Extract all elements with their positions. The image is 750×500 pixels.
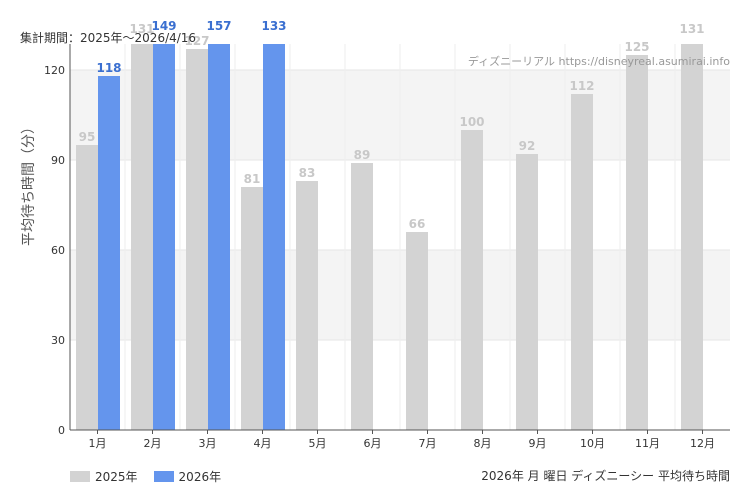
bar-2025 <box>131 44 153 430</box>
data-label: 112 <box>569 79 594 93</box>
chart-title: 2026年 月 曜日 ディズニーシー 平均待ち時間 <box>481 469 730 483</box>
data-label: 133 <box>261 19 286 33</box>
bar-2025 <box>76 145 98 430</box>
bar-2025 <box>681 44 703 430</box>
x-tick-label: 3月 <box>199 437 217 450</box>
bar-2026 <box>208 44 230 430</box>
data-label: 100 <box>459 115 484 129</box>
data-label: 95 <box>79 130 96 144</box>
data-label: 131 <box>679 22 704 36</box>
data-label: 92 <box>519 139 536 153</box>
bar-2025 <box>461 130 483 430</box>
y-tick-label: 0 <box>58 424 65 437</box>
legend-swatch-2025 <box>70 471 90 482</box>
bar-2025 <box>516 154 538 430</box>
x-tick-label: 2月 <box>144 437 162 450</box>
data-label: 157 <box>206 19 231 33</box>
data-label: 81 <box>244 172 261 186</box>
legend-swatch-2026 <box>153 471 174 482</box>
bar-2025 <box>571 94 593 430</box>
period-label: 集計期間：2025年～2026/4/16 <box>20 31 197 45</box>
x-tick-label: 4月 <box>254 437 272 450</box>
data-label: 149 <box>151 19 176 33</box>
x-tick-label: 5月 <box>309 437 327 450</box>
bar-2025 <box>241 187 263 430</box>
data-label: 127 <box>184 34 209 48</box>
data-label: 83 <box>299 166 316 180</box>
legend-label-2026: 2026年 <box>178 470 222 484</box>
bar-2025 <box>296 181 318 430</box>
y-tick-label: 60 <box>51 244 65 257</box>
bar-2026 <box>153 44 175 430</box>
bar-2025 <box>351 163 373 430</box>
y-axis-label: 平均待ち時間（分） <box>21 120 37 246</box>
data-label: 89 <box>354 148 371 162</box>
watermark: ディズニーリアル https://disneyreal.asumirai.inf… <box>467 55 730 68</box>
x-tick-label: 1月 <box>89 437 107 450</box>
legend-label-2025: 2025年 <box>95 470 138 484</box>
x-tick-label: 10月 <box>580 437 605 450</box>
bar-2025 <box>186 49 208 430</box>
data-label: 131 <box>129 22 154 36</box>
bar-2026 <box>98 76 120 430</box>
x-tick-label: 9月 <box>529 437 547 450</box>
legend: 2025年 2026年 <box>70 468 221 485</box>
x-tick-label: 6月 <box>364 437 382 450</box>
legend-item-2025[interactable]: 2025年 <box>70 468 138 485</box>
y-tick-label: 90 <box>51 154 65 167</box>
bar-2025 <box>626 55 648 430</box>
y-tick-label: 30 <box>51 334 65 347</box>
data-label: 125 <box>624 40 649 54</box>
data-label: 66 <box>409 217 426 231</box>
x-tick-label: 7月 <box>419 437 437 450</box>
x-tick-label: 12月 <box>690 437 715 450</box>
data-label: 118 <box>96 61 121 75</box>
bar-2026 <box>263 44 285 430</box>
y-tick-label: 120 <box>44 64 65 77</box>
x-tick-label: 8月 <box>474 437 492 450</box>
bar-2025 <box>406 232 428 430</box>
x-tick-label: 11月 <box>635 437 660 450</box>
legend-item-2026[interactable]: 2026年 <box>153 468 222 485</box>
